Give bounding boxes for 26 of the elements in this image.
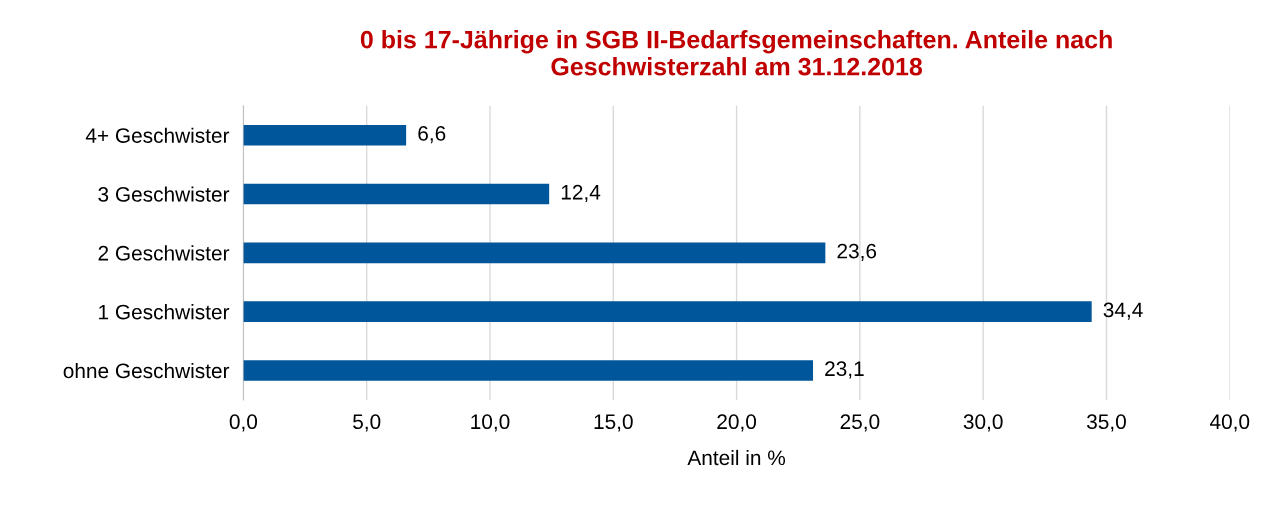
x-tick-label: 35,0 — [1086, 414, 1126, 432]
y-tick-label: 1 Geschwister — [99, 304, 230, 320]
bar — [243, 124, 407, 146]
chart-title: 0 bis 17-Jährige in SGB II-Bedarfsgemeinschaften. Anteile nach Geschwisterzahl am 31.12.2018 — [360, 30, 1112, 76]
data-label: 23,1 — [825, 361, 864, 379]
data-label: 6,6 — [418, 126, 446, 144]
bar — [243, 301, 1092, 322]
x-tick-label: 5,0 — [353, 414, 381, 432]
x-tick-label: 25,0 — [840, 414, 880, 432]
y-tick-label: 3 Geschwister — [98, 186, 230, 202]
y-tick-label: 4+ Geschwister — [85, 127, 230, 143]
data-label: 23,6 — [837, 243, 877, 261]
x-tick-label: 40,0 — [1209, 414, 1250, 432]
x-tick-label: 0,0 — [229, 414, 258, 432]
x-tick-label: 10,0 — [471, 414, 510, 432]
x-axis-title: Anteil in % — [687, 449, 786, 466]
data-label: 34,4 — [1103, 302, 1143, 320]
bar — [243, 242, 826, 264]
bar — [243, 360, 814, 381]
bar — [243, 183, 550, 205]
y-tick-label: ohne Geschwister — [63, 362, 230, 379]
y-tick-label: 2 Geschwister — [98, 245, 230, 261]
x-tick-label: 30,0 — [963, 414, 1003, 432]
x-tick-label: 20,0 — [717, 414, 757, 432]
x-tick-label: 15,0 — [594, 414, 633, 432]
data-label: 12,4 — [561, 184, 601, 203]
